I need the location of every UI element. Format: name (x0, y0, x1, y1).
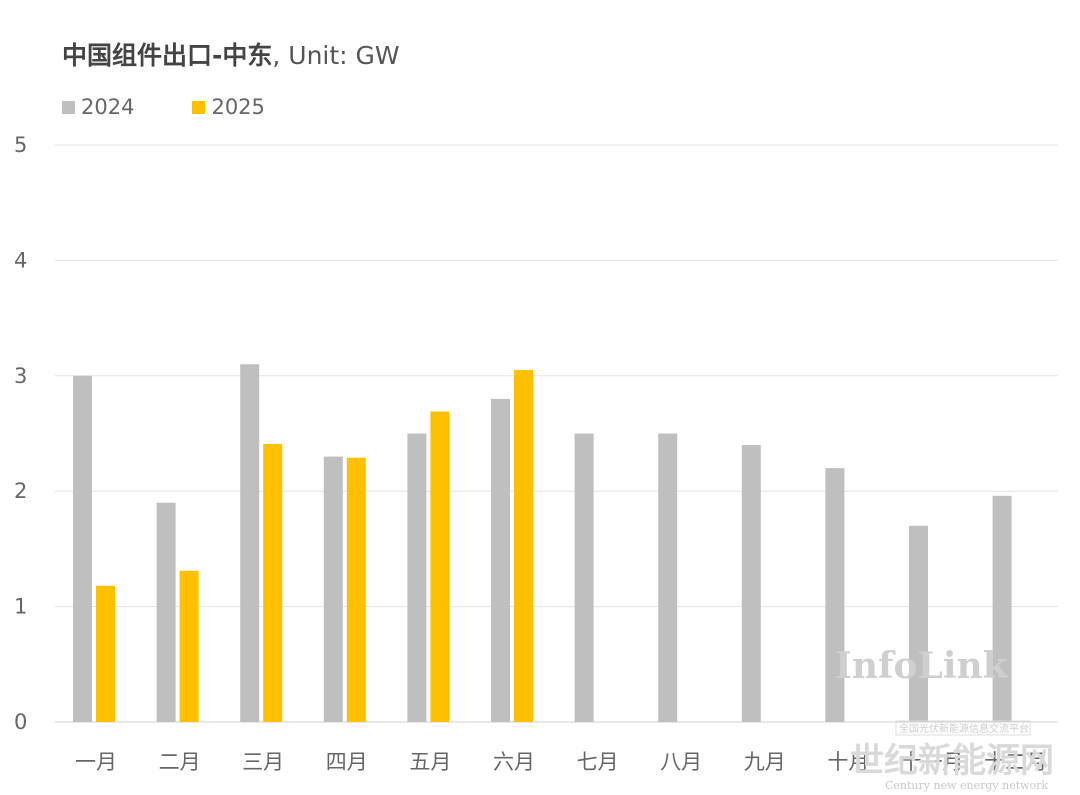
y-tick-label: 0 (14, 710, 27, 734)
grid-lines (55, 144, 1058, 723)
bar-2024-6 (491, 398, 510, 722)
bar-2025-5 (430, 411, 450, 722)
bar-2024-2 (156, 502, 176, 722)
x-axis-ticks: 一月 二月 三月 四月 五月 六月 七月 八月 九月 十月 十一月 十二月 (75, 750, 1047, 774)
y-axis-ticks: 0 1 2 3 4 5 (14, 133, 27, 734)
chart-title-unit: , Unit: GW (272, 41, 400, 70)
watermark-banner-box (895, 720, 1031, 736)
x-tick-label: 九月 (744, 750, 786, 774)
x-tick-label: 八月 (660, 750, 702, 774)
watermark-site-en: Century new energy network (885, 779, 1048, 792)
legend-label-2024: 2024 (81, 95, 135, 119)
bar-2024-3 (240, 364, 260, 722)
bar-2024-10 (825, 468, 845, 722)
y-tick-label: 1 (14, 595, 27, 619)
x-tick-label: 一月 (75, 750, 117, 774)
bar-2024-12 (992, 495, 1012, 722)
bar-2024-9 (741, 445, 761, 722)
x-tick-label: 七月 (577, 750, 619, 774)
bar-2024-4 (323, 456, 343, 722)
watermark-site-cn: 世纪新能源网 (850, 741, 1054, 781)
y-tick-label: 2 (14, 479, 27, 503)
x-tick-label: 十一月 (901, 750, 964, 774)
x-tick-label: 三月 (242, 750, 284, 774)
bar-2024-8 (658, 433, 678, 722)
legend-swatch-2025 (192, 100, 206, 114)
bar-2025-1 (96, 585, 115, 722)
x-tick-label: 四月 (326, 750, 368, 774)
y-tick-label: 4 (14, 248, 27, 272)
chart-legend: 2024 2025 (62, 95, 323, 119)
legend-label-2025: 2025 (211, 95, 265, 119)
watermark-infolink: InfoLink (835, 645, 1009, 687)
legend-item-2024: 2024 (62, 95, 134, 119)
chart-title-main: 中国组件出口-中东 (62, 41, 273, 70)
x-tick-label: 二月 (159, 750, 201, 774)
bar-2025-6 (514, 370, 533, 722)
y-tick-label: 3 (14, 364, 27, 388)
watermark-banner: 全国光伏新能源信息交流平台 (899, 722, 1029, 735)
x-tick-label: 五月 (409, 750, 451, 774)
bar-2024-7 (574, 433, 594, 722)
bar-2025-4 (346, 457, 366, 722)
chart-title: 中国组件出口-中东, Unit: GW (62, 36, 400, 72)
x-tick-label: 十月 (827, 750, 869, 774)
legend-swatch-2024 (62, 100, 75, 114)
bar-2024-5 (407, 433, 427, 722)
x-tick-label: 六月 (493, 750, 535, 774)
bar-2025-2 (179, 570, 199, 722)
bars (73, 364, 1012, 722)
y-tick-label: 5 (14, 133, 27, 157)
legend-item-2025: 2025 (192, 95, 265, 119)
bar-2025-3 (263, 443, 283, 722)
x-tick-label: 十二月 (984, 750, 1047, 774)
bar-2024-1 (73, 375, 92, 722)
bar-2024-11 (909, 525, 928, 722)
